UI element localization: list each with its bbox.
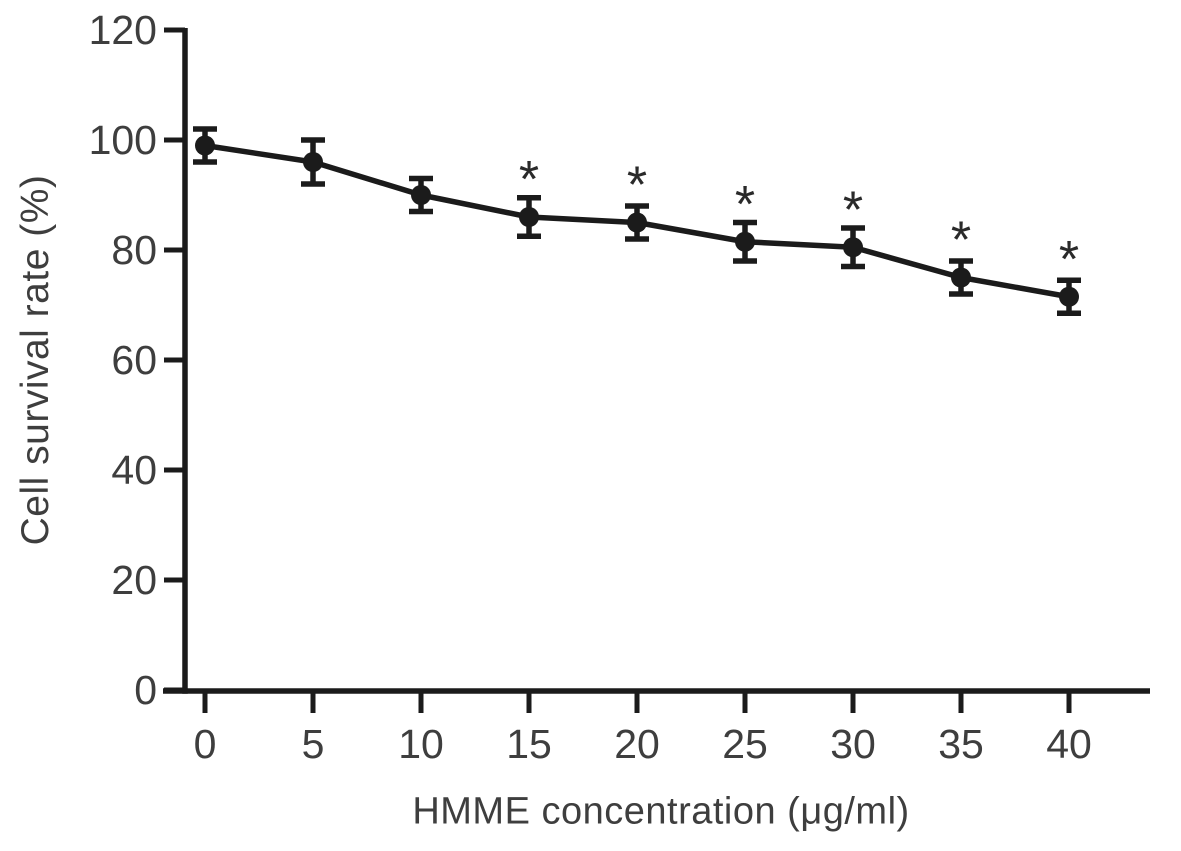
y-axis-title: Cell survival rate (%) (14, 174, 57, 546)
data-point (303, 152, 323, 172)
x-tick-label: 20 (614, 721, 660, 767)
data-point (195, 135, 215, 156)
significance-asterisk: * (735, 176, 755, 234)
y-tick-label: 40 (111, 447, 157, 493)
x-tick-label: 30 (830, 721, 876, 767)
data-point (1059, 286, 1079, 307)
data-point (411, 185, 431, 205)
data-point (735, 231, 755, 252)
significance-asterisk: * (1059, 231, 1079, 289)
x-tick-label: 5 (302, 721, 325, 767)
x-axis-title: HMME concentration (μg/ml) (412, 790, 910, 833)
x-tick-label: 15 (506, 721, 552, 767)
data-point (519, 207, 539, 227)
significance-asterisk: * (627, 157, 647, 215)
x-tick-label: 35 (938, 721, 984, 767)
significance-asterisk: * (951, 212, 971, 270)
data-point (627, 212, 647, 233)
significance-asterisk: * (519, 151, 539, 209)
y-tick-label: 100 (89, 117, 157, 163)
data-point (843, 237, 863, 258)
y-tick-label: 80 (111, 227, 157, 273)
y-tick-label: 20 (111, 557, 157, 603)
x-tick-label: 10 (398, 721, 444, 767)
significance-asterisk: * (843, 181, 863, 239)
x-tick-label: 25 (722, 721, 768, 767)
y-tick-label: 120 (89, 7, 157, 53)
y-tick-label: 0 (134, 667, 157, 713)
y-tick-label: 60 (111, 337, 157, 383)
data-point (951, 267, 971, 288)
x-tick-label: 0 (194, 721, 217, 767)
x-tick-label: 40 (1046, 721, 1092, 767)
